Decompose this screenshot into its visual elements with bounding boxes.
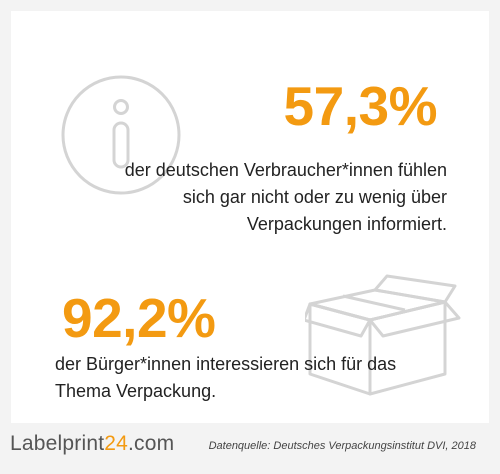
brand-logo[interactable]: Labelprint24.com bbox=[10, 432, 174, 456]
stat-description-2-line-2: Thema Verpackung. bbox=[55, 381, 217, 401]
logo-text-2: .com bbox=[128, 432, 175, 455]
stat-value-1: 57,3% bbox=[283, 75, 438, 137]
data-source: Datenquelle: Deutsches Verpackungsinstit… bbox=[208, 440, 476, 452]
stat-description-2-line-1: der Bürger*innen interessieren sich für … bbox=[55, 354, 397, 374]
logo-text-accent: 24 bbox=[104, 432, 128, 455]
box-icon bbox=[305, 274, 461, 396]
stat-description-2: der Bürger*innen interessieren sich für … bbox=[55, 351, 455, 405]
footer: Labelprint24.com Datenquelle: Deutsches … bbox=[0, 423, 500, 474]
stat-description-1: der deutschen Verbraucher*innen fühlen s… bbox=[67, 157, 447, 238]
infographic-card: 57,3% der deutschen Verbraucher*innen fü… bbox=[11, 11, 489, 423]
logo-text-1: Labelprint bbox=[10, 432, 105, 455]
stat-value-2: 92,2% bbox=[62, 287, 216, 349]
stat-description-1-line-3: Verpackungen informiert. bbox=[246, 214, 447, 234]
info-icon bbox=[61, 75, 181, 195]
stat-description-1-line-2: sich gar nicht oder zu wenig über bbox=[182, 187, 447, 207]
stat-description-1-line-1: der deutschen Verbraucher*innen fühlen bbox=[124, 160, 447, 180]
